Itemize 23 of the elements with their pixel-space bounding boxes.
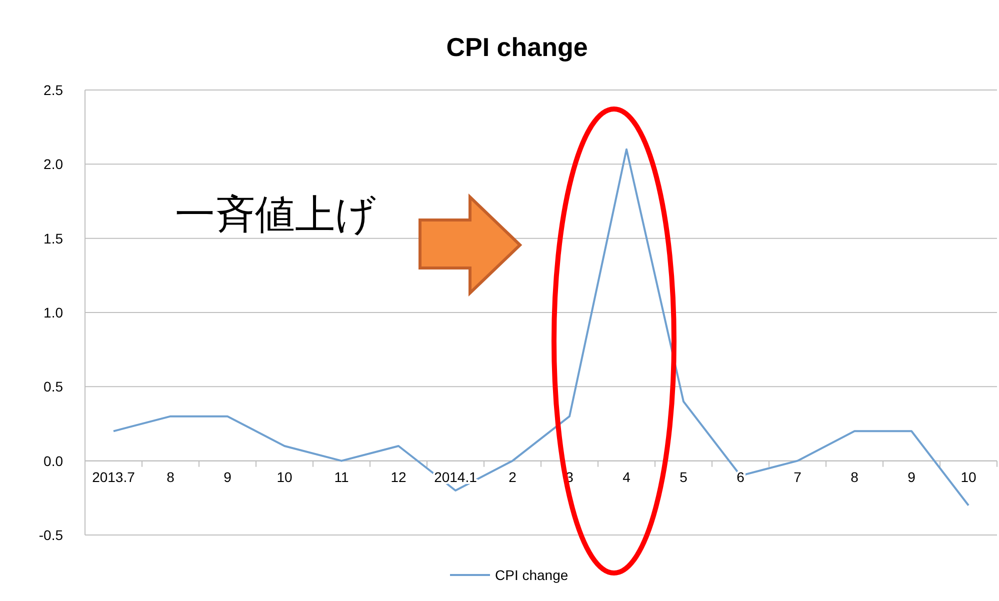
x-tick-label: 9: [908, 468, 916, 485]
x-tick-label: 10: [960, 468, 976, 485]
y-tick-label: 1.0: [44, 304, 64, 320]
y-tick-label: 0.5: [44, 378, 64, 395]
x-tick-label: 5: [680, 468, 688, 485]
annotation: 一斉値上げ: [175, 192, 376, 238]
y-tick-label: 2.0: [44, 156, 64, 172]
x-tick-label: 11: [334, 468, 349, 485]
y-tick-label: -0.5: [38, 527, 64, 543]
y-tick-label: 1.5: [44, 230, 64, 246]
x-tick-label: 2013.7: [92, 468, 136, 485]
x-tick-label: 8: [166, 468, 175, 485]
x-tick-label: 4: [622, 468, 631, 485]
x-tick-label: 12: [390, 468, 406, 485]
x-tick-label: 7: [794, 468, 802, 485]
y-tick-label: 0.0: [44, 452, 64, 469]
x-tick-label: 9: [224, 468, 232, 485]
legend-label: CPI change: [495, 567, 568, 583]
y-tick-label: 2.5: [44, 82, 64, 98]
x-tick-label: 10: [276, 468, 292, 485]
chart-title: CPI change: [446, 32, 588, 62]
x-tick-label: 2: [508, 468, 517, 485]
x-tick-label: 8: [850, 468, 859, 485]
